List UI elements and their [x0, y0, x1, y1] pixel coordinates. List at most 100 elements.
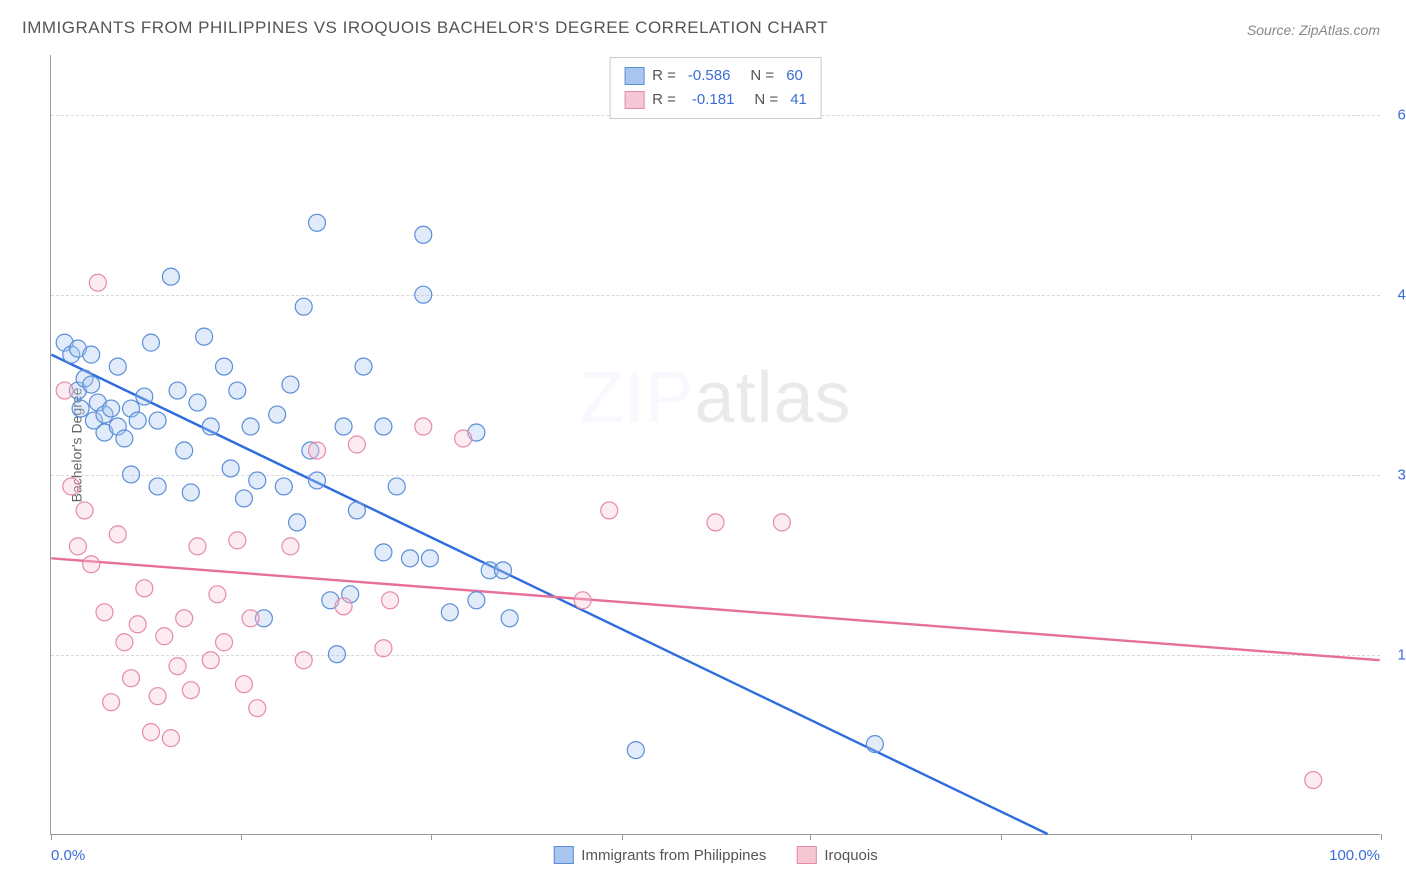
- y-tick-label: 45.0%: [1397, 287, 1406, 304]
- data-point: [136, 580, 153, 597]
- legend-item-2: Iroquois: [796, 846, 877, 864]
- data-point: [142, 724, 159, 741]
- legend-series-name-1: Immigrants from Philippines: [581, 847, 766, 864]
- y-tick-label: 60.0%: [1397, 107, 1406, 124]
- data-point: [129, 412, 146, 429]
- correlation-legend: R = -0.586 N = 60 R = -0.181 N = 41: [609, 57, 822, 119]
- x-tick: [1191, 834, 1192, 840]
- data-point: [402, 550, 419, 567]
- x-tick: [431, 834, 432, 840]
- data-point: [455, 430, 472, 447]
- data-point: [72, 400, 89, 417]
- series-legend: Immigrants from Philippines Iroquois: [553, 846, 877, 864]
- data-point: [222, 460, 239, 477]
- data-point: [149, 412, 166, 429]
- data-point: [375, 640, 392, 657]
- data-point: [295, 652, 312, 669]
- data-point: [56, 382, 73, 399]
- data-point: [773, 514, 790, 531]
- data-point: [129, 616, 146, 633]
- data-point: [375, 544, 392, 561]
- x-tick-label-min: 0.0%: [51, 847, 85, 864]
- data-point: [335, 598, 352, 615]
- data-point: [96, 604, 113, 621]
- data-point: [109, 526, 126, 543]
- data-point: [103, 694, 120, 711]
- data-point: [182, 484, 199, 501]
- data-point: [269, 406, 286, 423]
- data-point: [574, 592, 591, 609]
- data-point: [69, 538, 86, 555]
- data-point: [415, 418, 432, 435]
- legend-swatch-1: [624, 67, 644, 85]
- plot-area: Bachelor's Degree ZIPatlas 15.0%30.0%45.…: [50, 55, 1380, 835]
- x-tick: [622, 834, 623, 840]
- data-point: [382, 592, 399, 609]
- legend-series-name-2: Iroquois: [824, 847, 877, 864]
- data-point: [309, 214, 326, 231]
- legend-R-value-2: -0.181: [692, 88, 735, 112]
- data-point: [348, 436, 365, 453]
- data-point: [229, 382, 246, 399]
- data-point: [289, 514, 306, 531]
- data-point: [209, 586, 226, 603]
- legend-swatch-2: [624, 91, 644, 109]
- data-point: [601, 502, 618, 519]
- data-point: [149, 688, 166, 705]
- data-point: [89, 274, 106, 291]
- data-point: [229, 532, 246, 549]
- data-point: [189, 538, 206, 555]
- data-point: [202, 418, 219, 435]
- data-point: [249, 700, 266, 717]
- data-point: [216, 634, 233, 651]
- data-point: [249, 472, 266, 489]
- data-point: [176, 442, 193, 459]
- data-point: [235, 676, 252, 693]
- legend-R-value-1: -0.586: [688, 64, 731, 88]
- data-point: [123, 670, 140, 687]
- data-point: [169, 382, 186, 399]
- data-point: [501, 610, 518, 627]
- trend-line-1: [51, 355, 1047, 834]
- data-point: [282, 538, 299, 555]
- source-label: Source:: [1247, 22, 1295, 38]
- data-point: [348, 502, 365, 519]
- data-point: [123, 466, 140, 483]
- legend-item-1: Immigrants from Philippines: [553, 846, 766, 864]
- x-tick: [241, 834, 242, 840]
- data-point: [162, 268, 179, 285]
- data-point: [415, 226, 432, 243]
- data-point: [109, 358, 126, 375]
- data-point: [182, 682, 199, 699]
- y-tick-label: 30.0%: [1397, 467, 1406, 484]
- data-point: [216, 358, 233, 375]
- x-tick-label-max: 100.0%: [1329, 847, 1380, 864]
- data-point: [1305, 772, 1322, 789]
- data-point: [136, 388, 153, 405]
- legend-row-series-2: R = -0.181 N = 41: [624, 88, 807, 112]
- data-point: [494, 562, 511, 579]
- data-point: [866, 736, 883, 753]
- data-point: [83, 376, 100, 393]
- data-point: [441, 604, 458, 621]
- data-point: [309, 472, 326, 489]
- legend-bottom-swatch-1: [553, 846, 573, 864]
- data-point: [375, 418, 392, 435]
- data-point: [142, 334, 159, 351]
- data-point: [149, 478, 166, 495]
- data-point: [355, 358, 372, 375]
- data-point: [202, 652, 219, 669]
- legend-N-label-2: N =: [754, 88, 778, 112]
- data-point: [83, 556, 100, 573]
- data-point: [116, 634, 133, 651]
- data-point: [421, 550, 438, 567]
- legend-R-label-1: R =: [652, 64, 676, 88]
- legend-N-label-1: N =: [750, 64, 774, 88]
- x-tick: [1001, 834, 1002, 840]
- x-tick: [1381, 834, 1382, 840]
- legend-N-value-2: 41: [790, 88, 807, 112]
- data-point: [242, 418, 259, 435]
- data-point: [169, 658, 186, 675]
- data-point: [335, 418, 352, 435]
- data-point: [295, 298, 312, 315]
